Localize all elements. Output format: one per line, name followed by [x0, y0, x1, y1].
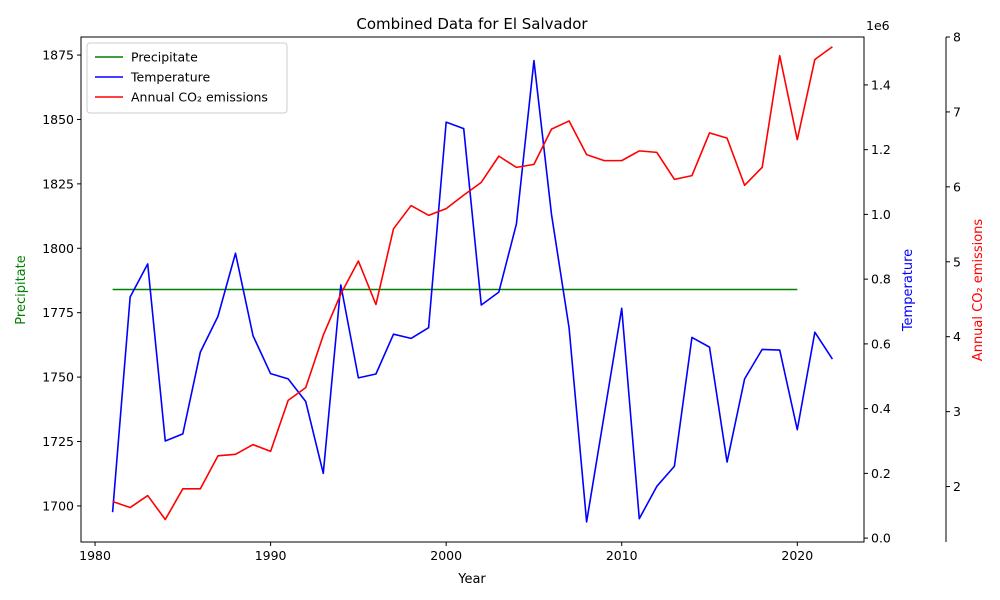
legend-label-1: Temperature	[130, 70, 210, 85]
series-line-2	[112, 46, 833, 521]
x-tick-label-2: 2000	[430, 548, 462, 563]
legend: Precipitate Temperature Annual CO₂ emissio…	[86, 42, 288, 114]
right-tick-label-1: 0.2	[871, 466, 891, 481]
right-tick-label-5: 1.0	[871, 207, 891, 222]
legend-label-2: Annual CO₂ emissions	[131, 90, 268, 105]
left-tick-label-6: 1850	[42, 112, 74, 127]
legend-box	[86, 42, 288, 114]
left-tick-label-1: 1725	[42, 434, 74, 449]
x-tick-label-1: 1990	[255, 548, 287, 563]
right2-tick-label-6: 8	[953, 30, 961, 45]
plot-frame	[80, 36, 865, 543]
left-tick-label-3: 1775	[42, 305, 74, 320]
axes-layer: 1980 1990 2000 2010 2020 1700 1725 1750 1775 1800…	[42, 30, 961, 564]
right-axis-offset-text: 1e6	[866, 18, 890, 33]
chart-title: Combined Data for El Salvador	[356, 15, 588, 33]
right2-axis-label: Annual CO₂ emissions	[971, 219, 986, 362]
right2-tick-label-2: 4	[953, 329, 961, 344]
right2-tick-label-3: 5	[953, 254, 961, 269]
series-line-1	[111, 59, 834, 523]
x-tick-label-3: 2010	[606, 548, 638, 563]
x-axis-label: Year	[457, 572, 486, 587]
right-tick-label-6: 1.2	[871, 142, 891, 157]
right-tick-label-2: 0.4	[871, 401, 891, 416]
left-tick-label-2: 1750	[42, 370, 74, 385]
x-tick-label-4: 2020	[781, 548, 813, 563]
left-tick-label-7: 1875	[42, 48, 74, 63]
right-tick-label-4: 0.8	[871, 272, 891, 287]
right-axis-label: Temperature	[901, 249, 916, 332]
left-axis-label: Precipitate	[14, 255, 29, 324]
left-tick-label-5: 1825	[42, 176, 74, 191]
right2-tick-label-0: 2	[953, 479, 961, 494]
right-tick-label-7: 1.4	[871, 77, 891, 92]
left-tick-label-4: 1800	[42, 241, 74, 256]
right2-tick-label-5: 7	[953, 104, 961, 119]
right2-tick-label-1: 3	[953, 404, 961, 419]
right-tick-label-3: 0.6	[871, 336, 891, 351]
left-tick-label-0: 1700	[42, 498, 74, 513]
x-tick-label-0: 1980	[79, 548, 111, 563]
right-tick-label-0: 0.0	[871, 531, 891, 546]
series-layer	[111, 46, 834, 523]
right2-tick-label-4: 6	[953, 179, 961, 194]
legend-label-0: Precipitate	[131, 50, 198, 65]
